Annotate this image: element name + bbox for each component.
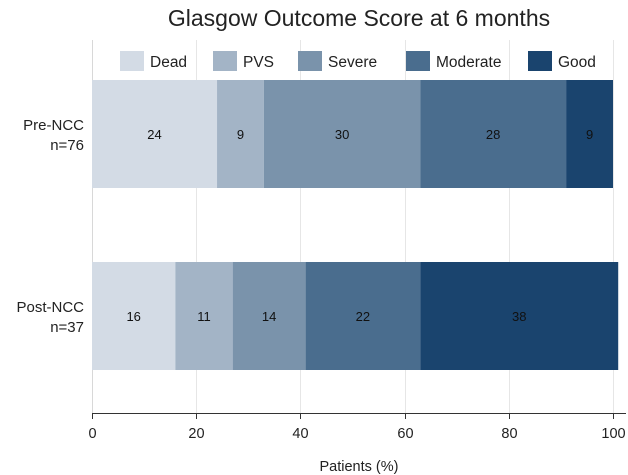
bar-segment-moderate xyxy=(305,262,421,370)
legend-label-pvs: PVS xyxy=(243,54,274,71)
data-label: 28 xyxy=(486,127,500,142)
legend-swatch-dead xyxy=(120,51,144,71)
bar-segment-good xyxy=(420,262,619,370)
legend-label-severe: Severe xyxy=(328,54,377,71)
data-label: 38 xyxy=(512,309,526,324)
legend-swatch-moderate xyxy=(406,51,430,71)
legend-label-dead: Dead xyxy=(150,54,187,71)
x-tick-label: 20 xyxy=(188,426,204,442)
bar-segment-moderate xyxy=(420,80,567,188)
bar-segment-severe xyxy=(263,80,421,188)
category-sample-size: n=76 xyxy=(50,137,84,154)
bar-segment-pvs xyxy=(175,262,233,370)
category-label: Pre-NCC xyxy=(23,117,84,134)
bar-segment-dead xyxy=(92,262,176,370)
chart-title: Glasgow Outcome Score at 6 months xyxy=(167,5,551,31)
bar-segment-good xyxy=(566,80,613,188)
x-tick-label: 60 xyxy=(397,426,413,442)
legend-swatch-severe xyxy=(298,51,322,71)
data-label: 9 xyxy=(237,127,244,142)
data-label: 22 xyxy=(356,309,370,324)
bar-segment-severe xyxy=(232,262,306,370)
data-label: 30 xyxy=(335,127,349,142)
x-tick-label: 100 xyxy=(601,426,625,442)
data-label: 11 xyxy=(197,309,211,324)
bar-segment-dead xyxy=(92,80,218,188)
data-label: 9 xyxy=(586,127,593,142)
x-tick-label: 0 xyxy=(88,426,96,442)
category-sample-size: n=37 xyxy=(50,319,84,336)
legend-swatch-pvs xyxy=(213,51,237,71)
data-label: 24 xyxy=(147,127,161,142)
data-label: 16 xyxy=(126,309,140,324)
x-tick-label: 40 xyxy=(292,426,308,442)
data-label: 14 xyxy=(262,309,276,324)
bar-segment-pvs xyxy=(217,80,264,188)
x-tick-label: 80 xyxy=(501,426,517,442)
x-axis-title: Patients (%) xyxy=(320,459,399,475)
legend-swatch-good xyxy=(528,51,552,71)
legend-label-good: Good xyxy=(558,54,596,71)
legend-label-moderate: Moderate xyxy=(436,54,501,71)
category-label: Post-NCC xyxy=(16,299,84,316)
